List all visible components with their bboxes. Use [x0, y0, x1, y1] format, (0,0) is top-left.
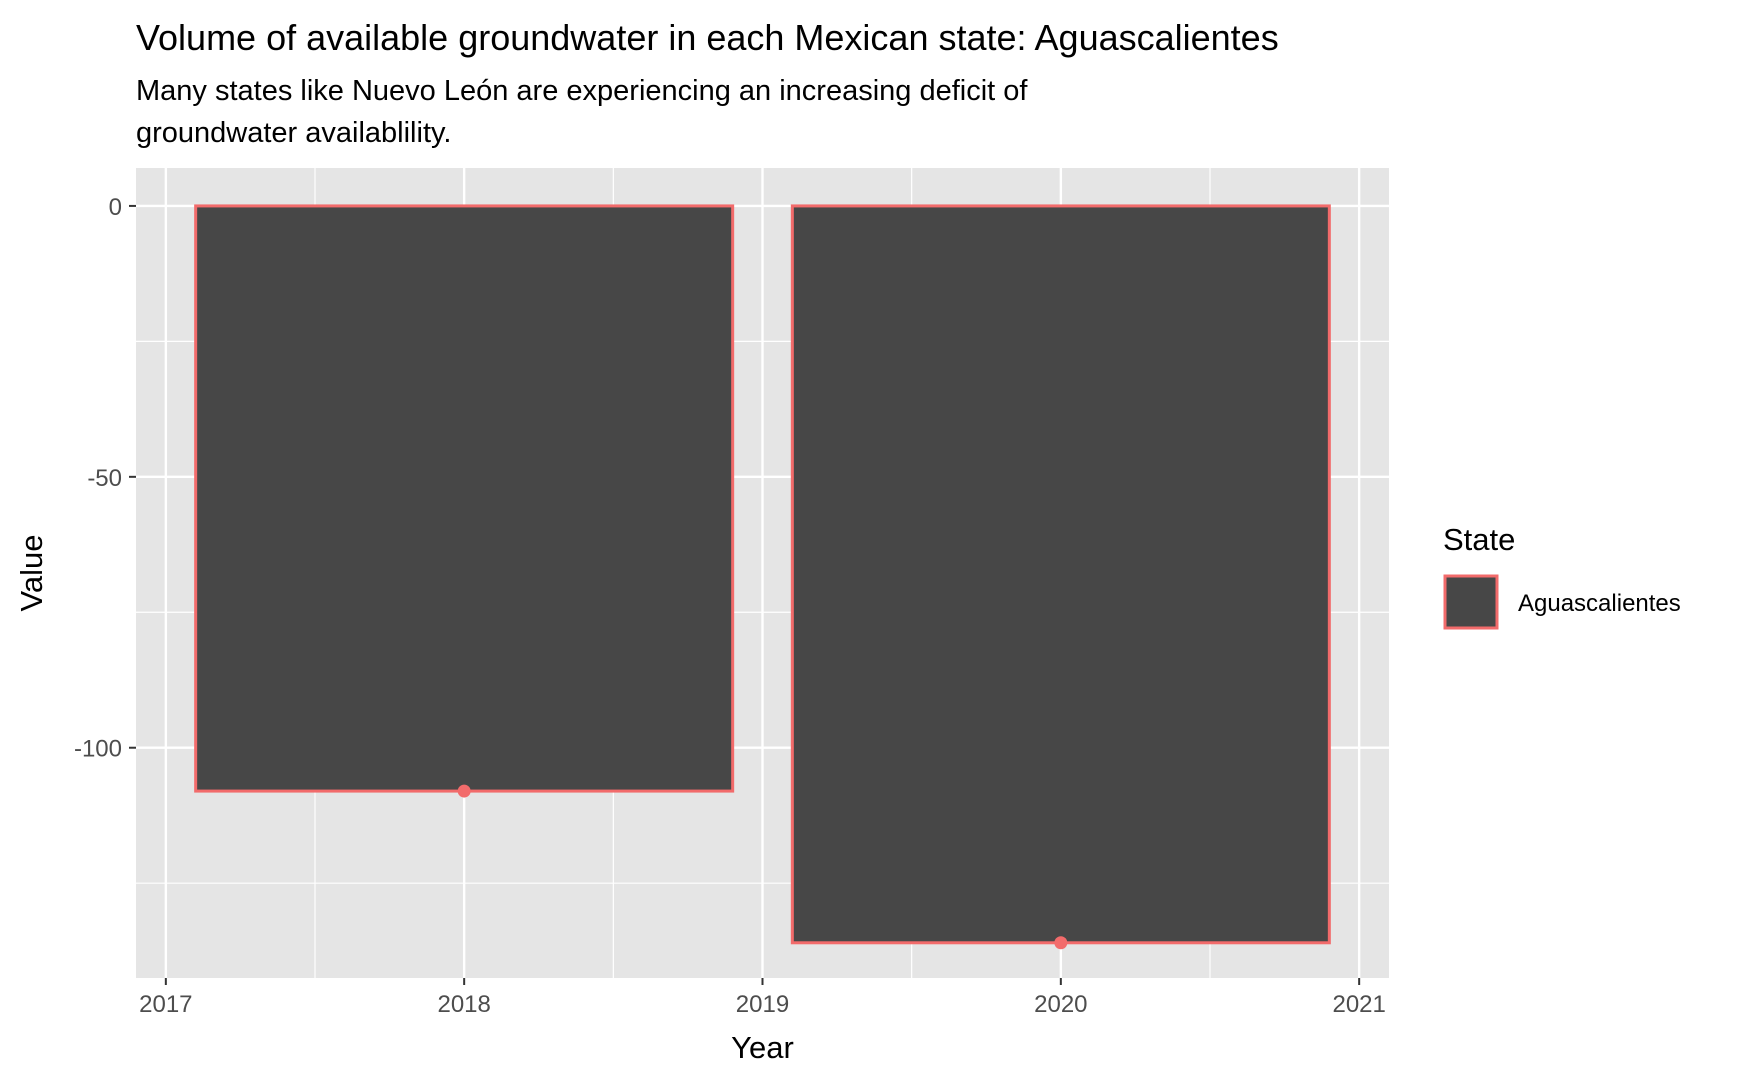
points: [457, 784, 1068, 950]
y-axis: 0 -50 -100: [74, 194, 136, 763]
bar-2018: [194, 204, 735, 793]
bars: [194, 204, 1331, 945]
legend-label-aguascalientes: Aguascalientes: [1518, 590, 1681, 617]
point-2020: [1054, 936, 1068, 950]
chart-subtitle-line-2: groundwater availablility.: [136, 117, 451, 149]
y-tick-label-0: 0: [109, 194, 122, 221]
x-axis-title: Year: [731, 1030, 794, 1065]
chart-title: Volume of available groundwater in each …: [136, 17, 1279, 58]
x-axis: 2017 2018 2019 2020 2021: [139, 978, 1386, 1018]
x-tick-label-2019: 2019: [736, 991, 789, 1018]
x-tick-label-2017: 2017: [139, 991, 192, 1018]
x-tick-label-2018: 2018: [437, 991, 490, 1018]
y-tick-label--100: -100: [74, 736, 122, 763]
legend: State Aguascalientes: [1443, 522, 1681, 630]
legend-title: State: [1443, 522, 1515, 557]
bar-2020: [790, 204, 1331, 945]
chart-subtitle-line-1: Many states like Nuevo León are experien…: [136, 75, 1028, 107]
x-tick-label-2021: 2021: [1332, 991, 1385, 1018]
x-tick-label-2020: 2020: [1034, 991, 1087, 1018]
legend-key-aguascalientes: [1443, 574, 1499, 630]
point-2018: [457, 784, 471, 798]
y-tick-label--50: -50: [87, 465, 122, 492]
y-axis-title: Value: [14, 535, 49, 612]
